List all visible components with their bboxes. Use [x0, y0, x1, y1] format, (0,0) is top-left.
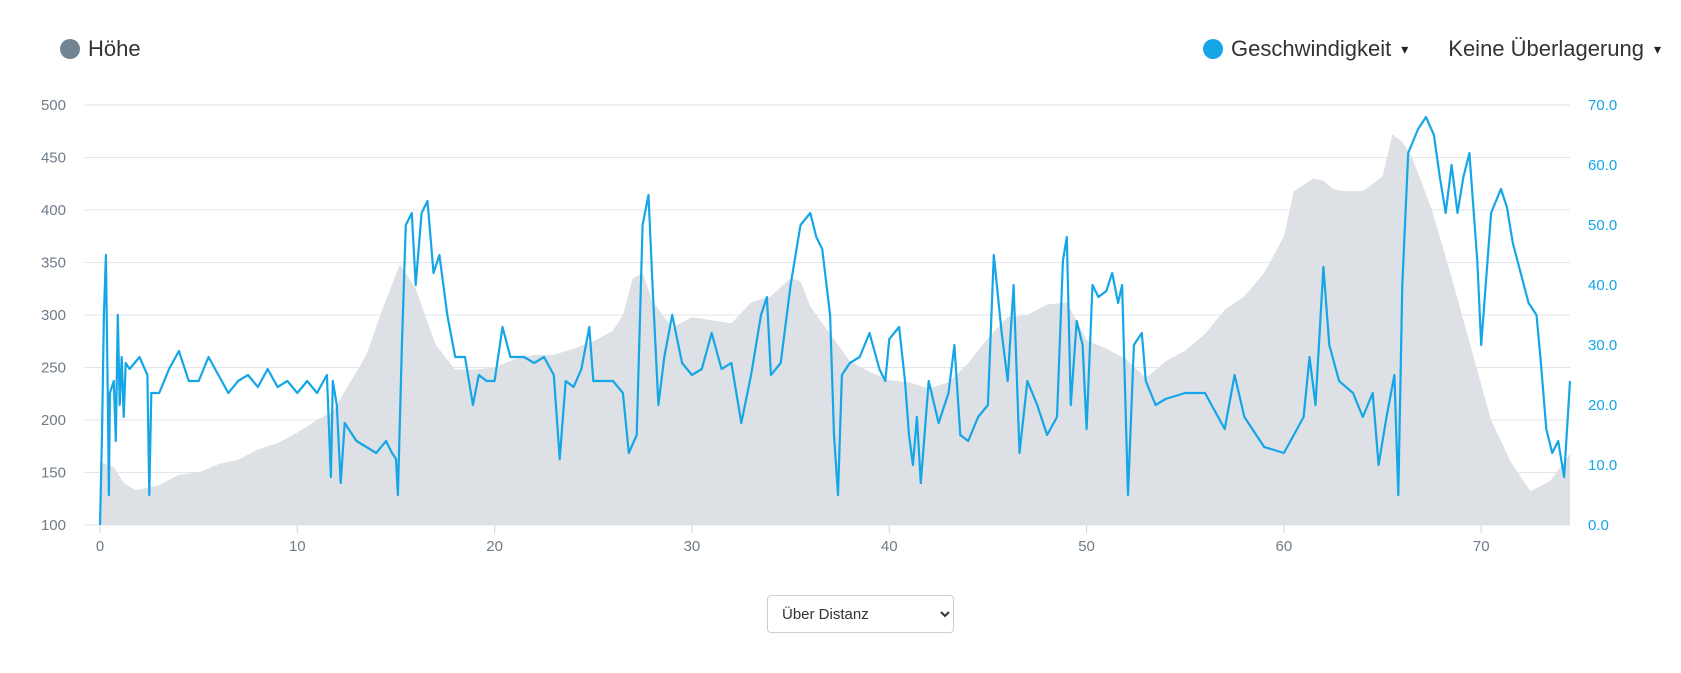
elevation-speed-chart: 0 10 20 30 40 50 60 70 100 150 200 250 300 350 400 450…	[41, 97, 1617, 555]
y-left-tick-label: 450	[41, 150, 66, 167]
y-left-tick-label: 100	[41, 517, 66, 534]
x-tick-label: 40	[881, 538, 898, 555]
overlay-dropdown[interactable]: Keine Überlagerung ▾	[1448, 36, 1661, 62]
elevation-area-path	[100, 134, 1570, 525]
y-axis-left: 100 150 200 250 300 350 400 450 500	[41, 97, 66, 534]
legend-elevation[interactable]: Höhe	[60, 36, 141, 62]
y-right-tick-label: 20.0	[1588, 397, 1617, 414]
speed-series-dropdown[interactable]: Geschwindigkeit ▾	[1203, 36, 1408, 62]
y-left-tick-label: 350	[41, 255, 66, 272]
x-tick-label: 10	[289, 538, 306, 555]
y-left-tick-label: 150	[41, 465, 66, 482]
speed-legend-dot	[1203, 39, 1224, 59]
speed-line-path	[98, 115, 1572, 526]
y-right-tick-label: 50.0	[1588, 217, 1617, 234]
y-right-tick-label: 70.0	[1588, 97, 1617, 114]
x-tick-label: 70	[1473, 538, 1490, 555]
y-right-tick-label: 0.0	[1588, 517, 1609, 534]
elevation-legend-dot	[60, 39, 80, 59]
y-right-tick-label: 40.0	[1588, 277, 1617, 294]
x-tick-label: 20	[486, 538, 503, 555]
y-right-tick-label: 60.0	[1588, 157, 1617, 174]
elevation-legend-label: Höhe	[88, 36, 141, 61]
y-left-tick-label: 500	[41, 97, 66, 114]
caret-down-icon: ▾	[1653, 40, 1661, 57]
caret-down-icon: ▾	[1401, 40, 1409, 57]
x-tick-label: 50	[1078, 538, 1095, 555]
mode-select[interactable]: Über Distanz	[767, 595, 954, 633]
y-left-tick-label: 250	[41, 360, 66, 377]
x-tick-label: 60	[1276, 538, 1293, 555]
legend-controls: Geschwindigkeit ▾ Keine Überlagerung ▾	[1203, 36, 1661, 62]
y-axis-right: 0.0 10.0 20.0 30.0 40.0 50.0 60.0 70.0	[1588, 97, 1617, 534]
y-right-tick-label: 30.0	[1588, 337, 1617, 354]
speed-line	[98, 115, 1572, 526]
x-tick-label: 30	[684, 538, 701, 555]
y-right-tick-label: 10.0	[1588, 457, 1617, 474]
overlay-label: Keine Überlagerung	[1448, 36, 1644, 61]
x-axis: 0 10 20 30 40 50 60 70	[96, 525, 1490, 555]
mode-select-wrapper: Über Distanz	[767, 595, 954, 633]
speed-legend-label: Geschwindigkeit	[1231, 36, 1392, 61]
x-tick-label: 0	[96, 538, 104, 555]
y-left-tick-label: 200	[41, 412, 66, 429]
elevation-area	[100, 134, 1570, 525]
y-left-tick-label: 400	[41, 202, 66, 219]
y-left-tick-label: 300	[41, 307, 66, 324]
